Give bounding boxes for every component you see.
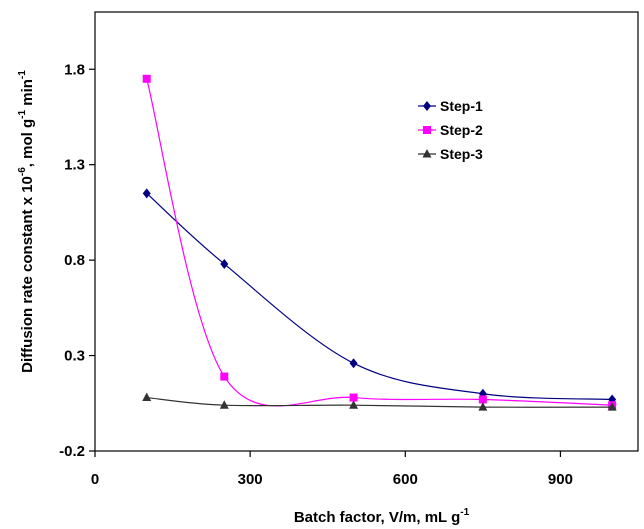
y-tick-label: -0.2 [59, 443, 85, 460]
x-tick-label: 0 [91, 471, 99, 488]
data-point [142, 74, 151, 83]
legend-item: Step-3 [418, 146, 483, 162]
y-axis-title: Diffusion rate constant x 10-6, mol g-1 … [17, 70, 36, 373]
x-tick-label: 600 [393, 471, 418, 488]
data-point [349, 400, 359, 409]
series-line [146, 78, 613, 407]
data-point [349, 358, 358, 369]
data-point [220, 372, 229, 381]
series-line [146, 192, 613, 401]
legend-label: Step-1 [440, 98, 483, 114]
data-point [607, 402, 617, 411]
data-point [478, 402, 488, 411]
series-group [142, 74, 617, 411]
legend-label: Step-2 [440, 122, 483, 138]
data-point [220, 258, 229, 269]
y-tick-label: 1.3 [64, 157, 85, 174]
data-point [142, 392, 152, 402]
legend-item: Step-2 [418, 122, 483, 138]
data-point [478, 395, 487, 404]
x-tick-label: 300 [238, 471, 263, 488]
plot-frame [94, 11, 639, 452]
axes: 0 300 600 900 -0.2 0.3 0.8 1.3 1.8 Batch factor, … [17, 11, 639, 526]
legend-marker [423, 126, 431, 134]
y-tick-label: 0.8 [64, 252, 85, 269]
legend-label: Step-3 [440, 146, 483, 162]
series-step-3 [142, 392, 617, 411]
series-line [146, 396, 613, 408]
series-step-2 [142, 74, 617, 410]
data-point [219, 400, 229, 409]
legend-item: Step-1 [418, 98, 483, 114]
data-point [142, 188, 151, 199]
x-axis-title: Batch factor, V/m, mL g-1 [294, 507, 470, 526]
series-step-1 [142, 188, 617, 405]
legend-marker [423, 101, 431, 111]
legend-marker [422, 149, 432, 158]
legend: Step-1 Step-2 Step-3 [418, 98, 483, 162]
x-tick-label: 900 [548, 471, 573, 488]
y-tick-label: 1.8 [64, 61, 85, 78]
y-tick-label: 0.3 [64, 348, 85, 365]
data-point [349, 393, 358, 402]
